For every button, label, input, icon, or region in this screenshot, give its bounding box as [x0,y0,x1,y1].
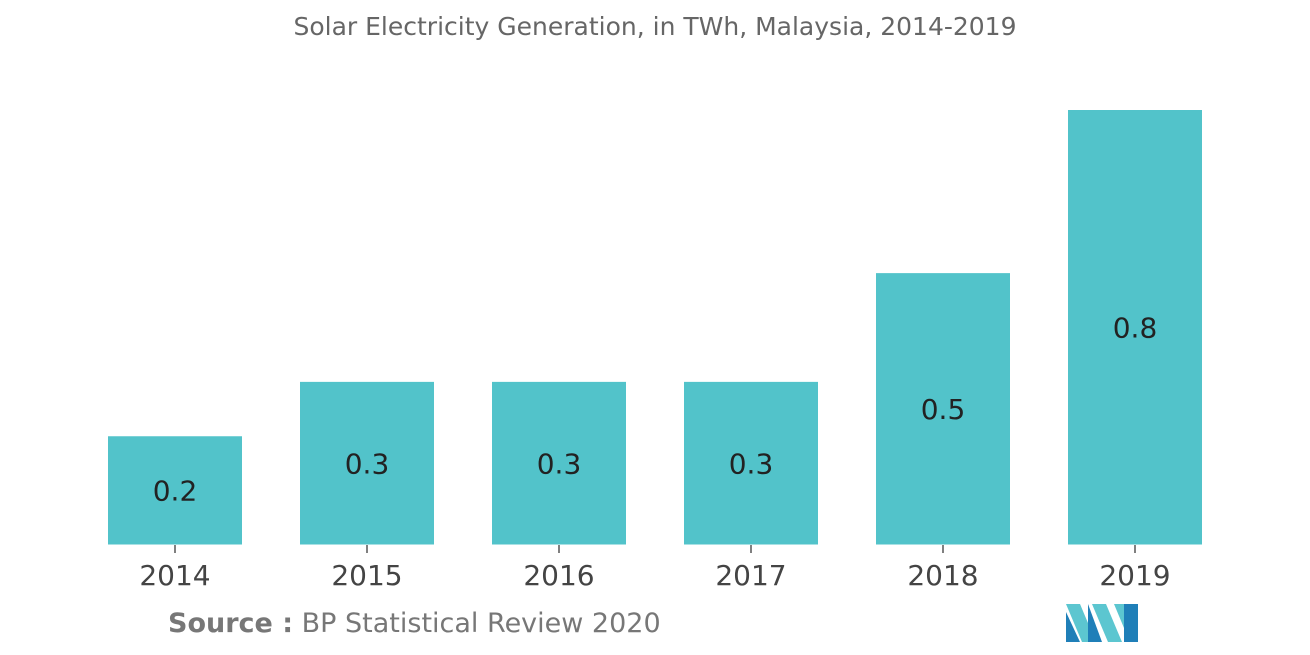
data-label-2019: 0.8 [1113,312,1158,345]
source-text: BP Statistical Review 2020 [301,608,661,639]
data-label-2015: 0.3 [345,447,390,480]
bars-group: 0.2 0.3 0.3 0.3 0.5 0.8 [108,110,1202,545]
bar-chart: 0.20.3 0.3 0.30.50.8 2014 2015 2016 2017 2018 2… [75,110,1240,592]
data-label-2018: 0.5 [921,393,966,426]
bar-2016 [492,381,626,545]
x-tick-label-2019: 2019 [1099,559,1170,592]
bar-2015 [300,381,434,545]
bar-2018 [876,273,1010,545]
data-label-2017: 0.3 [729,447,774,480]
data-label-2016: 0.3 [537,447,582,480]
source-label: Source : [168,608,294,639]
bar-2019 [1068,110,1202,545]
source-note: Source : BP Statistical Review 2020 [168,608,661,639]
x-axis: 2014 2015 2016 2017 2018 2019 [75,544,1240,592]
chart-title: Solar Electricity Generation, in TWh, Ma… [293,12,1017,41]
data-label-2014: 0.2 [153,475,198,508]
bar-2017 [684,381,818,545]
bar-2014 [108,436,242,545]
x-tick-label-2015: 2015 [331,559,402,592]
x-tick-label-2014: 2014 [139,559,210,592]
x-tick-label-2016: 2016 [523,559,594,592]
x-tick-label-2018: 2018 [907,559,978,592]
x-tick-label-2017: 2017 [715,559,786,592]
mordor-intelligence-logo-icon [1066,604,1138,642]
